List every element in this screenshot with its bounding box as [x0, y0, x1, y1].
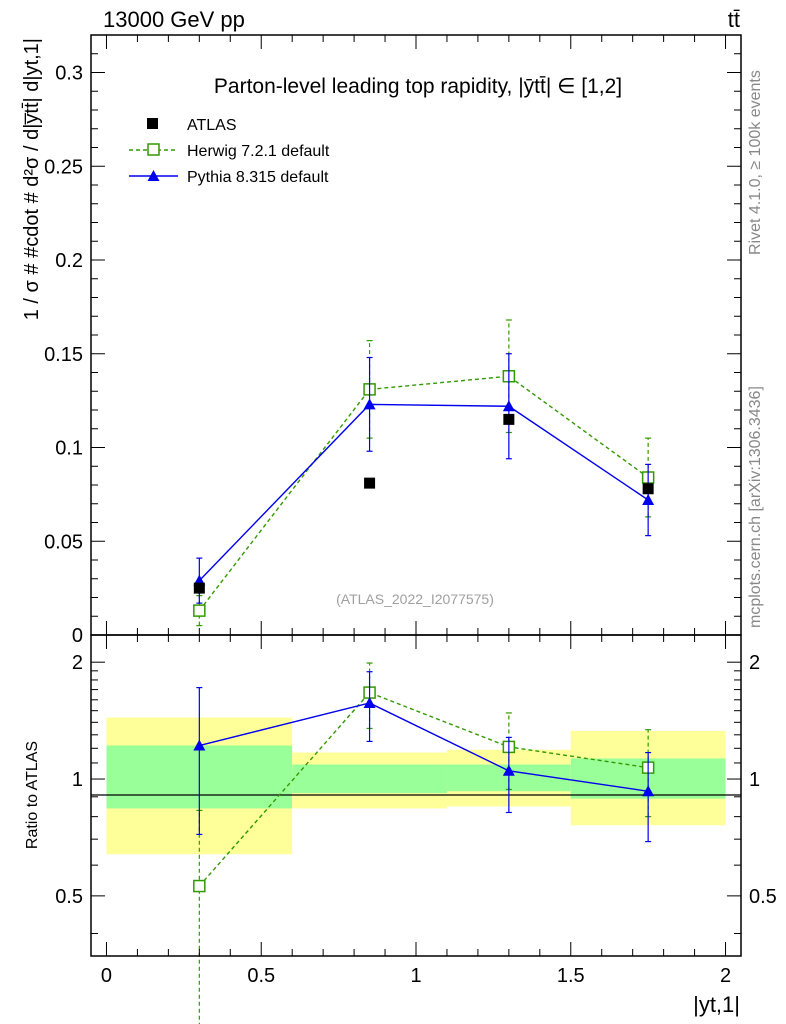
- mcplots-label: mcplots.cern.ch [arXiv:1306.3436]: [747, 386, 764, 628]
- herwig-ratio-point: [193, 879, 206, 893]
- ratio-plot-panel: 0.5 0.5 1 1 2 2 0 0.5 1 1.5 2 Ratio to ATLAS |yt,1…: [24, 634, 777, 1024]
- herwig-line: [198, 375, 649, 612]
- main-y-tick-label: 0.25: [44, 156, 83, 178]
- main-y-tick-label: 0.05: [44, 531, 83, 553]
- pythia-ratio-point: [363, 696, 376, 708]
- legend-marker-herwig: [147, 143, 160, 156]
- pythia-ratio-line: [199, 702, 649, 792]
- main-y-tick-label: 0.2: [55, 250, 83, 272]
- pythia-point: [642, 494, 655, 505]
- pythia-point: [363, 398, 376, 410]
- pythia-ratio-point: [642, 785, 655, 797]
- x-tick-label: 1: [410, 965, 421, 987]
- legend-label-pythia: Pythia 8.315 default: [187, 169, 329, 186]
- analysis-id: (ATLAS_2022_I2077575): [336, 591, 494, 607]
- atlas-point: [364, 477, 376, 489]
- x-tick-label: 2: [720, 965, 731, 987]
- x-tick-label: 1.5: [557, 965, 585, 987]
- pythia-line: [198, 403, 649, 582]
- main-plot-panel: 0 0.05 0.1 0.15 0.2 0.25 0.3 Parton-level lead…: [21, 34, 742, 647]
- x-axis-label: |yt,1|: [693, 992, 740, 1017]
- ratio-y-tick-label: 0.5: [55, 886, 83, 908]
- atlas-point: [193, 582, 205, 594]
- legend-marker-pythia: [147, 170, 160, 181]
- pythia-ratio-point: [193, 739, 206, 751]
- pythia-ratio-point: [502, 764, 515, 776]
- ratio-y-tick-label-right: 1: [749, 769, 760, 791]
- main-y-axis-label: 1 / σ # #cdot # d²σ / d|y̅tt̄| d|yt,1|: [21, 38, 43, 320]
- ratio-y-axis-label: Ratio to ATLAS: [24, 741, 41, 849]
- main-y-tick-label: 0.15: [44, 344, 83, 366]
- herwig-ratio-line: [198, 691, 649, 887]
- ratio-y-tick-label: 1: [72, 769, 83, 791]
- atlas-point: [503, 413, 515, 425]
- legend-label-herwig: Herwig 7.2.1 default: [187, 143, 330, 160]
- main-y-tick-label: 0: [72, 625, 83, 647]
- legend-label-atlas: ATLAS: [187, 117, 237, 134]
- x-tick-label: 0.5: [247, 965, 275, 987]
- main-y-tick-label: 0.1: [55, 438, 83, 460]
- ratio-band-inner: [292, 764, 447, 794]
- energy-label: 13000 GeV pp: [103, 7, 245, 32]
- ratio-y-tick-label-right: 2: [749, 652, 760, 674]
- main-y-tick-label: 0.3: [55, 63, 83, 85]
- x-tick-label: 0: [101, 965, 112, 987]
- legend: ATLAS Herwig 7.2.1 default Pythia 8.315 …: [129, 117, 330, 186]
- ratio-y-tick-label: 2: [72, 652, 83, 674]
- herwig-point: [193, 604, 206, 617]
- rivet-label: Rivet 4.1.0, ≥ 100k events: [747, 70, 764, 255]
- ratio-y-tick-label-right: 0.5: [749, 886, 777, 908]
- pythia-point: [502, 400, 515, 412]
- legend-marker-atlas: [147, 118, 158, 129]
- main-title: Parton-level leading top rapidity, |ȳtt̄…: [214, 75, 622, 98]
- atlas-point: [642, 483, 654, 495]
- process-label: tt̄: [728, 7, 740, 32]
